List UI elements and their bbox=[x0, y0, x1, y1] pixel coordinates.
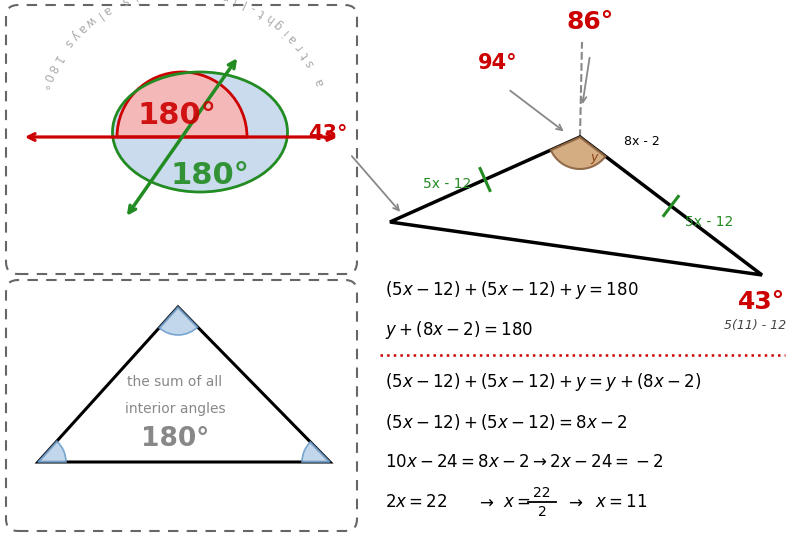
Text: $\rightarrow$: $\rightarrow$ bbox=[565, 493, 583, 511]
Text: t: t bbox=[298, 49, 312, 60]
Text: °: ° bbox=[36, 82, 50, 91]
Text: 43°: 43° bbox=[738, 290, 786, 314]
Text: w: w bbox=[82, 13, 98, 29]
Wedge shape bbox=[302, 442, 330, 462]
Text: $(5x-12)+(5x-12)+y=180$: $(5x-12)+(5x-12)+y=180$ bbox=[385, 279, 638, 301]
Text: l: l bbox=[239, 0, 248, 9]
Text: y: y bbox=[68, 28, 82, 42]
Text: a: a bbox=[286, 32, 300, 46]
Text: 2: 2 bbox=[538, 505, 546, 519]
Text: s: s bbox=[61, 36, 75, 49]
Text: h: h bbox=[263, 11, 277, 25]
Text: 94°: 94° bbox=[478, 53, 518, 73]
Text: $(5x-12)+(5x-12)=8x-2$: $(5x-12)+(5x-12)=8x-2$ bbox=[385, 412, 627, 432]
Text: y: y bbox=[590, 151, 598, 164]
Text: 8: 8 bbox=[44, 61, 58, 74]
Text: a: a bbox=[75, 20, 90, 35]
Text: s: s bbox=[303, 57, 318, 69]
Text: 43°: 43° bbox=[308, 124, 348, 144]
Text: 8x - 2: 8x - 2 bbox=[624, 135, 660, 148]
Ellipse shape bbox=[113, 72, 287, 192]
Text: interior angles: interior angles bbox=[125, 402, 226, 416]
Text: s: s bbox=[119, 0, 130, 8]
Text: $\rightarrow$: $\rightarrow$ bbox=[476, 493, 494, 511]
Text: 180°: 180° bbox=[138, 100, 217, 129]
Text: $x=11$: $x=11$ bbox=[595, 493, 647, 511]
Text: 180°: 180° bbox=[141, 426, 209, 452]
Text: 5(11) - 12: 5(11) - 12 bbox=[724, 319, 786, 332]
Text: 5x - 12: 5x - 12 bbox=[685, 215, 733, 229]
Text: a: a bbox=[312, 76, 326, 88]
Wedge shape bbox=[117, 72, 247, 137]
Text: $10x-24=8x-2  \rightarrow  2x-24=-2$: $10x-24=8x-2 \rightarrow 2x-24=-2$ bbox=[385, 453, 663, 471]
Text: $x=$: $x=$ bbox=[503, 493, 530, 511]
Text: i: i bbox=[280, 25, 291, 37]
Wedge shape bbox=[159, 307, 198, 335]
Text: i: i bbox=[130, 0, 138, 4]
Text: n: n bbox=[219, 0, 230, 3]
Text: $2x=22$: $2x=22$ bbox=[385, 493, 447, 511]
Text: 5x - 12: 5x - 12 bbox=[423, 177, 471, 191]
Text: g: g bbox=[271, 17, 285, 32]
Wedge shape bbox=[38, 441, 66, 462]
Text: $y+(8x-2)=180$: $y+(8x-2)=180$ bbox=[385, 319, 533, 341]
Text: i: i bbox=[230, 0, 238, 5]
Text: r: r bbox=[292, 40, 306, 52]
Text: a: a bbox=[100, 2, 113, 17]
Text: 0: 0 bbox=[39, 71, 54, 83]
Wedge shape bbox=[550, 137, 606, 169]
Text: 180°: 180° bbox=[170, 161, 250, 190]
Text: $(5x-12)+(5x-12)+y  =  y+(8x-2)$: $(5x-12)+(5x-12)+y = y+(8x-2)$ bbox=[385, 371, 701, 393]
Text: 86°: 86° bbox=[566, 10, 614, 34]
Text: t: t bbox=[256, 5, 267, 19]
Text: 1: 1 bbox=[49, 52, 64, 66]
Text: -: - bbox=[248, 1, 258, 14]
Text: l: l bbox=[93, 9, 103, 21]
Text: the sum of all: the sum of all bbox=[127, 375, 222, 389]
Text: 22: 22 bbox=[534, 486, 550, 500]
